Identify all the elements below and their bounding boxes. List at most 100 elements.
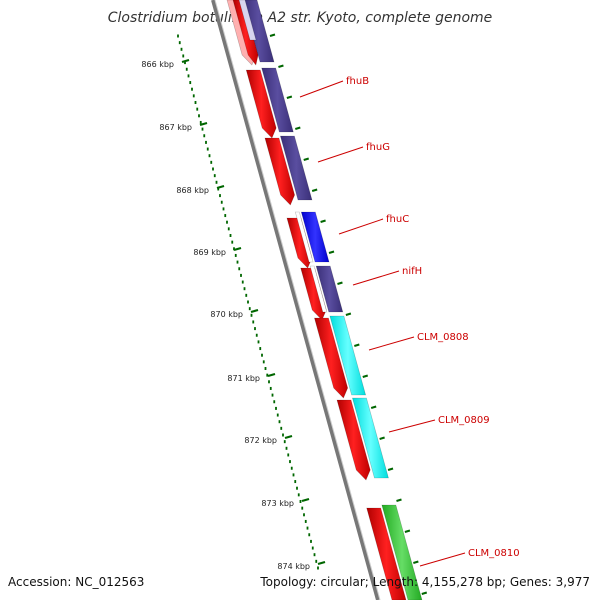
- cog-separator: [309, 265, 328, 313]
- gene-leader-line: [352, 270, 400, 286]
- outer-tick: [337, 281, 343, 285]
- feature-tracks: [226, 0, 423, 600]
- ruler-tick: [301, 497, 310, 503]
- ruler-dot: [233, 247, 235, 251]
- ruler-tick-label: 872 kbp: [244, 436, 277, 445]
- gene-label-clm_0808: CLM_0808: [417, 332, 469, 343]
- outer-tick: [303, 157, 310, 161]
- ruler-dot: [187, 74, 190, 78]
- ruler-dot: [308, 533, 311, 537]
- gene-label-clm_0809: CLM_0809: [438, 415, 490, 426]
- ruler-dot: [226, 220, 228, 224]
- ruler-dot: [276, 413, 279, 417]
- ruler-tick: [199, 121, 208, 127]
- ruler-dot: [301, 506, 304, 510]
- ruler-dot: [198, 114, 200, 118]
- cog-block: [381, 504, 423, 600]
- outer-tick: [328, 250, 335, 254]
- ruler-tick-label: 871 kbp: [227, 374, 260, 383]
- ruler-dot: [311, 546, 314, 550]
- ruler-tick-label: 867 kbp: [159, 123, 192, 132]
- ruler-dot: [229, 234, 232, 237]
- ruler-dot: [257, 340, 260, 344]
- ruler-dot: [275, 406, 277, 410]
- ruler-dot: [306, 526, 309, 530]
- ruler-dot: [238, 267, 241, 271]
- ruler-tick-label: 873 kbp: [261, 499, 294, 508]
- gene-label-nifh: nifH: [402, 266, 422, 277]
- gene-leader-line: [317, 146, 364, 163]
- accession-text: Accession: NC_012563: [8, 575, 144, 589]
- ruler-dot: [231, 240, 234, 244]
- ruler-tick: [233, 246, 242, 252]
- ruler-dot: [313, 553, 316, 557]
- cds-block-forward: [232, 0, 259, 66]
- ruler-dot: [234, 253, 237, 257]
- ruler-tick: [181, 58, 190, 64]
- outer-tick: [379, 436, 385, 440]
- ruler-dot: [227, 227, 230, 231]
- ruler-dot: [219, 194, 221, 198]
- ruler-dot: [247, 300, 249, 304]
- ruler-dot: [264, 367, 267, 370]
- ruler-dot: [297, 493, 300, 497]
- ruler-dot: [215, 180, 218, 184]
- cog-block-highlight: [238, 0, 257, 41]
- ruler-dot: [290, 466, 293, 470]
- ruler-dot: [310, 539, 312, 543]
- cog-block: [300, 211, 330, 263]
- ruler-dot: [177, 34, 179, 38]
- outer-tick: [396, 498, 402, 502]
- outer-tick: [362, 374, 369, 378]
- outer-tick: [295, 126, 301, 130]
- cds-block-forward: [264, 137, 295, 206]
- ruler-dot: [287, 453, 290, 457]
- cog-separator: [294, 211, 314, 263]
- ruler-dot: [210, 160, 213, 164]
- ruler-dot: [203, 134, 206, 138]
- outer-tick: [320, 219, 326, 223]
- ruler-dot: [285, 446, 288, 450]
- cog-block: [242, 0, 275, 63]
- ruler-dot: [271, 393, 274, 397]
- ruler-dot: [255, 333, 258, 337]
- ruler-dot: [273, 400, 276, 404]
- gene-leader-line: [388, 419, 436, 433]
- ruler-dot: [296, 486, 298, 490]
- cds-block-forward: [314, 317, 349, 399]
- ruler-dot: [201, 127, 204, 131]
- outer-tick: [354, 343, 360, 347]
- ruler-dot: [280, 426, 283, 430]
- ruler-dot: [178, 41, 181, 45]
- outer-tick: [278, 64, 284, 68]
- ruler-dot: [185, 67, 188, 71]
- ruler-tick-label: 869 kbp: [193, 248, 226, 257]
- ruler-dot: [282, 433, 284, 437]
- ruler-dot: [182, 54, 185, 58]
- ruler-dot: [217, 187, 220, 191]
- ruler-dot: [224, 214, 227, 218]
- gene-label-fhuc: fhuC: [386, 214, 409, 225]
- ruler-dot: [299, 500, 302, 503]
- ruler-dot: [205, 140, 207, 144]
- ruler-dot: [194, 101, 197, 104]
- ruler-dot: [304, 519, 307, 523]
- ruler-dot: [184, 61, 186, 65]
- cds-block-forward: [366, 507, 407, 600]
- ruler-dot: [289, 460, 291, 464]
- outer-tick: [404, 529, 411, 533]
- cog-block: [329, 315, 367, 396]
- ruler-tick: [216, 184, 225, 190]
- ruler-dot: [213, 174, 216, 178]
- gene-leader-line: [419, 552, 466, 567]
- ruler-dot: [212, 167, 214, 171]
- cds-block-forward: [245, 69, 277, 139]
- ruler-tick-label: 870 kbp: [210, 310, 243, 319]
- ruler-tick: [267, 372, 276, 378]
- ruler-dot: [259, 347, 262, 351]
- ruler-dot: [294, 480, 297, 484]
- ruler-dot: [303, 513, 305, 517]
- map-title: Clostridium botulinum A2 str. Kyoto, com…: [108, 10, 493, 26]
- ruler-dot: [236, 260, 239, 264]
